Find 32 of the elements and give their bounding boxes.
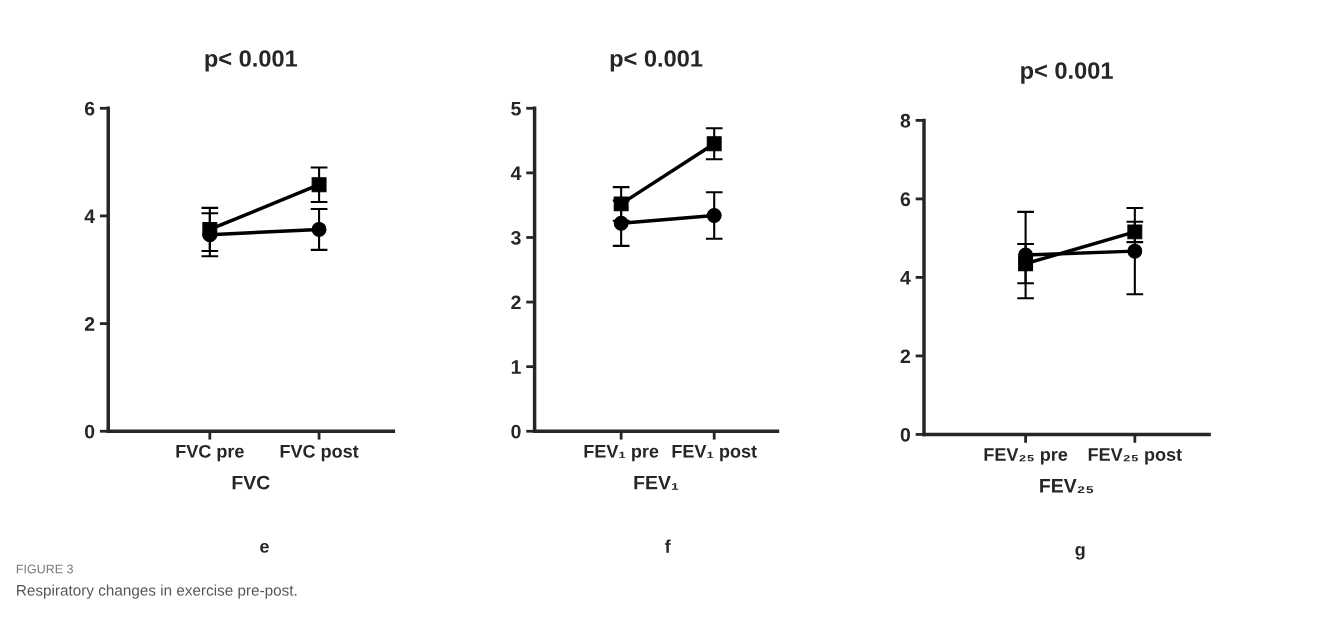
y-tick-label: 8 bbox=[900, 113, 911, 128]
y-tick-label: 1 bbox=[511, 360, 521, 374]
y-tick-label: 6 bbox=[900, 192, 911, 207]
y-tick-label: 0 bbox=[900, 427, 911, 442]
text: Respiratory changes in exercise pre-post. bbox=[17, 584, 297, 599]
text: e bbox=[260, 542, 269, 553]
y-tick-label: 4 bbox=[510, 166, 522, 180]
y-tick-label: 2 bbox=[511, 295, 521, 310]
chart-title: p< 0.001 bbox=[610, 50, 703, 72]
caption: FIGURE 3 bbox=[16, 564, 73, 574]
y-tick-label: 3 bbox=[511, 230, 521, 245]
x-tick-label: FVC pre bbox=[176, 444, 244, 462]
x-tick-label: FEV₂₅ pre bbox=[984, 448, 1068, 465]
y-tick-label: 0 bbox=[85, 424, 95, 439]
text: f bbox=[664, 539, 671, 553]
y-tick-label: 4 bbox=[84, 209, 95, 223]
x-axis-title: FEV₁ bbox=[634, 475, 679, 490]
y-tick-label: 2 bbox=[84, 317, 95, 331]
y-tick-label: 4 bbox=[900, 271, 911, 285]
x-tick-label: FVC post bbox=[280, 444, 359, 462]
chart-title: p< 0.001 bbox=[205, 50, 298, 72]
x-tick-label: FEV₁ post bbox=[672, 445, 757, 462]
y-tick-label: 5 bbox=[511, 101, 521, 116]
y-tick-label: 2 bbox=[900, 349, 911, 363]
x-axis-title: FVC bbox=[232, 475, 270, 490]
y-tick-label: 6 bbox=[84, 101, 95, 116]
x-axis-title: FEV₂₅ bbox=[1040, 479, 1094, 494]
x-tick-label: FEV₂₅ post bbox=[1088, 448, 1182, 465]
y-tick-label: 0 bbox=[511, 424, 521, 439]
text: g bbox=[1075, 546, 1085, 560]
x-tick-label: FEV₁ pre bbox=[584, 445, 659, 462]
chart-title: p< 0.001 bbox=[1021, 62, 1113, 84]
